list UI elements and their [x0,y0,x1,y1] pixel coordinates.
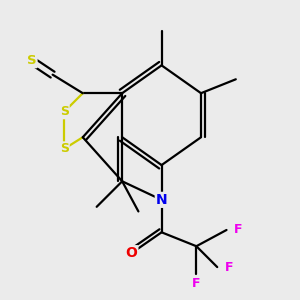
Text: F: F [225,261,233,274]
Text: S: S [60,142,69,155]
Text: F: F [192,277,201,290]
Text: F: F [234,224,242,236]
Text: S: S [27,54,37,67]
Text: O: O [125,246,137,260]
Text: S: S [60,105,69,118]
Text: N: N [156,193,167,207]
